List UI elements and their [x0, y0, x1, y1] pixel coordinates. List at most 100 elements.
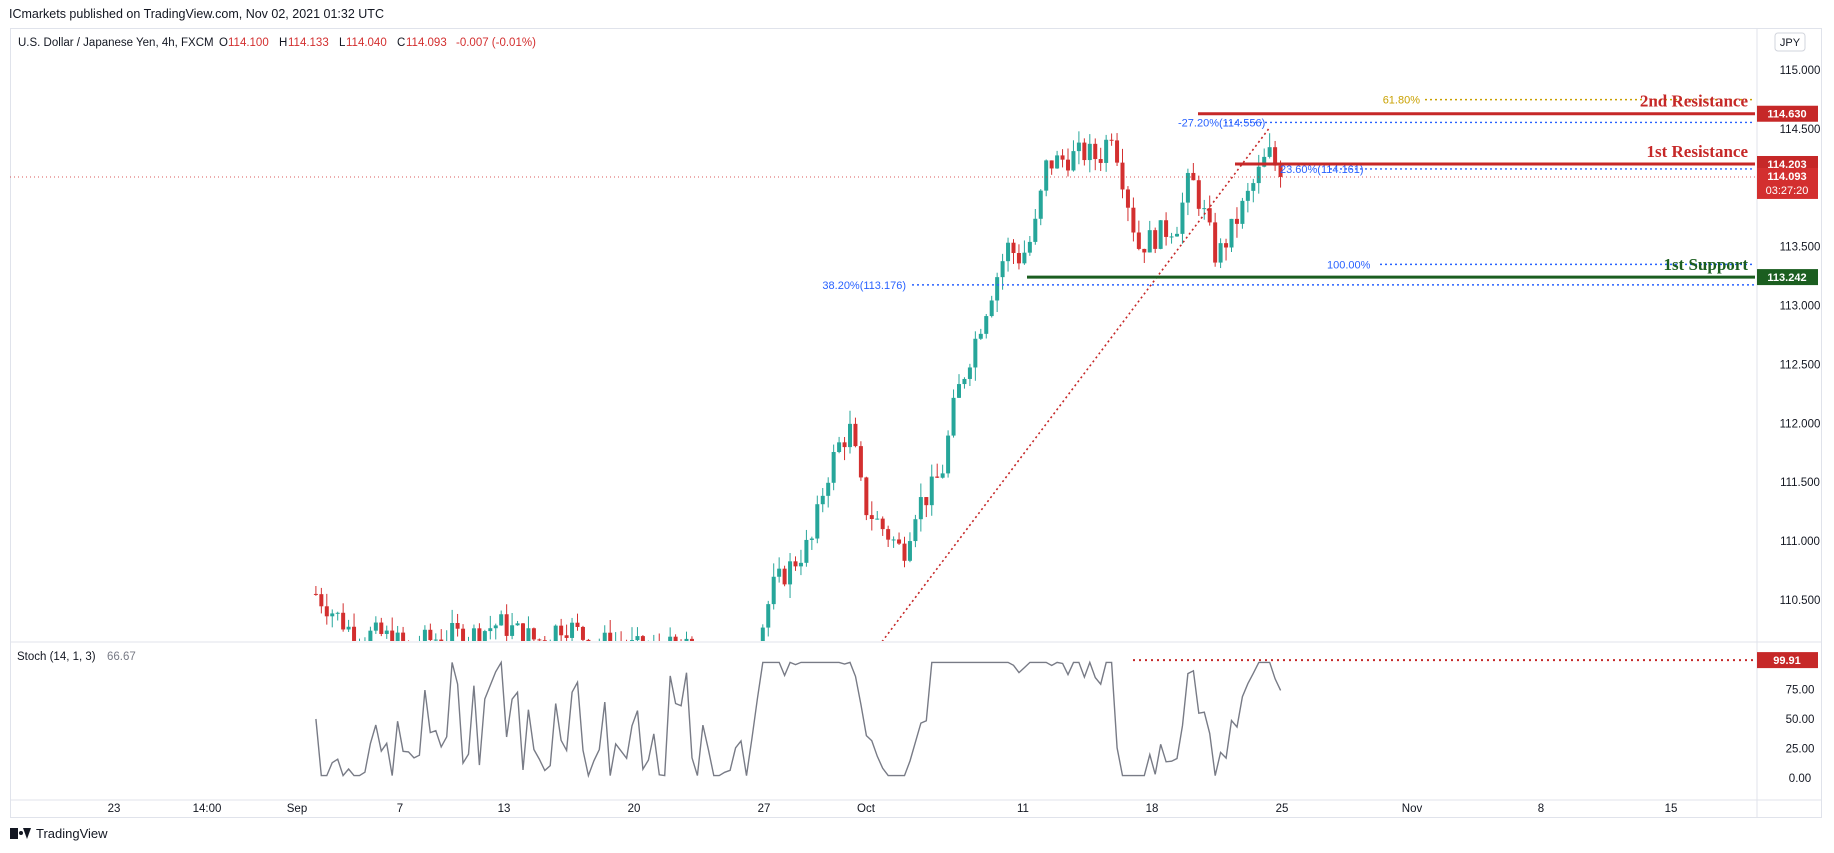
- candle-body: [902, 543, 907, 561]
- tradingview-logo[interactable]: TradingView: [10, 826, 108, 841]
- tradingview-brand: TradingView: [36, 826, 108, 841]
- candle-body: [1016, 253, 1021, 264]
- candle-body: [352, 626, 357, 641]
- candle-body: [1180, 202, 1185, 234]
- time-tick: Oct: [857, 803, 876, 815]
- axes: 115.000 114.500 113.500 113.000 112.500 112.0…: [108, 65, 1821, 815]
- candle-body: [346, 626, 351, 630]
- candle-body: [820, 495, 825, 505]
- candle-body: [439, 639, 444, 641]
- candle-body: [1011, 242, 1016, 254]
- candle-body: [1142, 248, 1147, 253]
- candle-body: [510, 625, 515, 636]
- candle-body: [401, 632, 406, 641]
- candles: [313, 131, 1283, 686]
- candle-body: [880, 518, 885, 530]
- candle-body: [1234, 218, 1239, 224]
- candle-body: [695, 658, 699, 666]
- time-tick: 11: [1017, 803, 1029, 815]
- candle-body: [869, 515, 874, 519]
- candle-body: [957, 384, 961, 398]
- candle-body: [831, 452, 836, 483]
- grid: [10, 28, 1822, 818]
- candle-body: [782, 568, 787, 585]
- candle-body: [488, 628, 493, 632]
- candle-body: [978, 333, 983, 339]
- currency-button[interactable]: [1774, 32, 1806, 52]
- candle-body: [531, 628, 536, 640]
- candle-body: [967, 367, 972, 379]
- time-tick: 14:00: [193, 803, 222, 815]
- candle-body: [858, 446, 863, 478]
- candle-body: [766, 604, 771, 628]
- candle-body: [760, 627, 765, 641]
- candle-body: [679, 644, 683, 647]
- symbol-title: U.S. Dollar / Japanese Yen, 4h, FXCM: [18, 37, 214, 49]
- fib-label: 38.20%(113.176): [822, 280, 906, 292]
- candle-body: [1164, 220, 1169, 237]
- candle-body: [798, 562, 803, 567]
- candle-body: [422, 629, 427, 641]
- tradingview-logo-icon: [10, 828, 31, 839]
- candle-body: [1251, 183, 1256, 191]
- stoch-tick: 25.00: [1786, 744, 1815, 756]
- candle-body: [1196, 180, 1201, 209]
- candle-body: [1185, 172, 1190, 203]
- fib-label: 61.80%: [1383, 95, 1421, 107]
- candle-body: [1066, 159, 1070, 171]
- candle-body: [848, 423, 852, 448]
- candle-body: [368, 630, 373, 641]
- candle-body: [935, 476, 940, 478]
- candle-body: [341, 612, 346, 630]
- candle-body: [1125, 189, 1130, 208]
- candle-body: [1262, 156, 1267, 167]
- candle-body: [1175, 233, 1179, 237]
- fib-label: 100.00%: [1327, 259, 1371, 271]
- candle-body: [1256, 166, 1261, 184]
- time-tick: 18: [1146, 803, 1159, 815]
- candle-body: [1115, 140, 1120, 163]
- price-tick: 110.500: [1780, 595, 1821, 607]
- candle-body: [842, 442, 847, 448]
- time-tick: 13: [498, 803, 511, 815]
- level-price-tag: [1757, 105, 1818, 122]
- low-value: 114.040: [346, 37, 387, 49]
- candle-body: [929, 476, 934, 506]
- price-tick: 113.000: [1780, 301, 1821, 313]
- candle-body: [450, 622, 455, 641]
- candle-body: [373, 622, 378, 631]
- time-tick: 20: [628, 803, 641, 815]
- candle-body: [597, 644, 601, 647]
- candle-body: [989, 300, 994, 317]
- candle-body: [1049, 160, 1054, 169]
- price-tick: 112.500: [1780, 359, 1821, 371]
- time-tick: Nov: [1402, 803, 1423, 815]
- stoch-tick: 0.00: [1789, 773, 1811, 785]
- candle-body: [1060, 155, 1065, 160]
- candle-body: [390, 630, 395, 641]
- price-tick: 111.500: [1780, 477, 1820, 489]
- candle-body: [559, 625, 564, 636]
- level-price-tag-text: 114.630: [1767, 109, 1806, 121]
- candle-body: [913, 519, 918, 542]
- candle-body: [1213, 222, 1218, 263]
- candle-body: [646, 650, 650, 652]
- candle-body: [788, 561, 793, 585]
- price-tick: 112.000: [1780, 418, 1821, 430]
- candle-body: [1218, 243, 1223, 263]
- candle-body: [717, 673, 721, 686]
- open-label: O: [219, 37, 228, 49]
- candle-body: [499, 614, 504, 626]
- candle-body: [515, 623, 520, 626]
- candle-body: [379, 622, 384, 634]
- current-price-text: 114.093: [1767, 171, 1806, 183]
- candle-body: [1278, 165, 1283, 177]
- candle-body: [1202, 208, 1207, 210]
- candle-body: [897, 539, 902, 544]
- candle-body: [1267, 147, 1272, 157]
- candle-body: [433, 639, 438, 641]
- close-label: C: [397, 37, 405, 49]
- candle-body: [657, 646, 661, 653]
- candle-body: [777, 568, 782, 577]
